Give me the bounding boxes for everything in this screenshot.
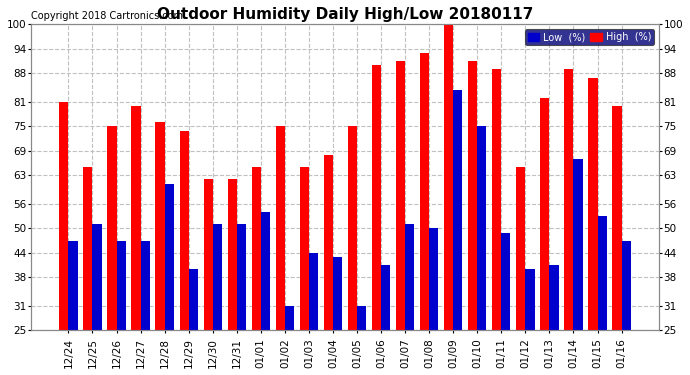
Bar (252, 167, 261, 375)
Bar (598, 216, 607, 375)
Bar (348, 126, 357, 375)
Bar (188, 269, 198, 375)
Bar (613, 106, 622, 375)
Text: Copyright 2018 Cartronics.com: Copyright 2018 Cartronics.com (31, 12, 183, 21)
Bar (468, 61, 477, 375)
Bar (92, 224, 101, 375)
Bar (68, 241, 77, 375)
Bar (444, 24, 453, 375)
Bar (261, 212, 270, 375)
Bar (333, 257, 342, 375)
Bar (132, 106, 141, 375)
Bar (405, 224, 414, 375)
Bar (179, 130, 188, 375)
Bar (492, 69, 502, 375)
Bar (213, 224, 222, 375)
Legend: Low  (%), High  (%): Low (%), High (%) (525, 29, 654, 45)
Bar (324, 155, 333, 375)
Bar (396, 61, 405, 375)
Bar (285, 306, 294, 375)
Bar (108, 126, 117, 375)
Bar (309, 253, 318, 375)
Bar (276, 126, 285, 375)
Bar (420, 53, 429, 375)
Bar (564, 69, 573, 375)
Bar (237, 224, 246, 375)
Bar (141, 241, 150, 375)
Bar (502, 232, 511, 375)
Bar (299, 167, 309, 375)
Bar (540, 98, 549, 375)
Bar (204, 180, 213, 375)
Title: Outdoor Humidity Daily High/Low 20180117: Outdoor Humidity Daily High/Low 20180117 (157, 7, 533, 22)
Bar (228, 180, 237, 375)
Bar (155, 122, 165, 375)
Bar (549, 265, 558, 375)
Bar (117, 241, 126, 375)
Bar (477, 126, 486, 375)
Bar (573, 159, 582, 375)
Bar (516, 167, 525, 375)
Bar (372, 65, 381, 375)
Bar (59, 102, 68, 375)
Bar (589, 78, 598, 375)
Bar (381, 265, 391, 375)
Bar (622, 241, 631, 375)
Bar (165, 184, 174, 375)
Bar (429, 228, 438, 375)
Bar (357, 306, 366, 375)
Bar (453, 90, 462, 375)
Bar (525, 269, 535, 375)
Bar (83, 167, 92, 375)
